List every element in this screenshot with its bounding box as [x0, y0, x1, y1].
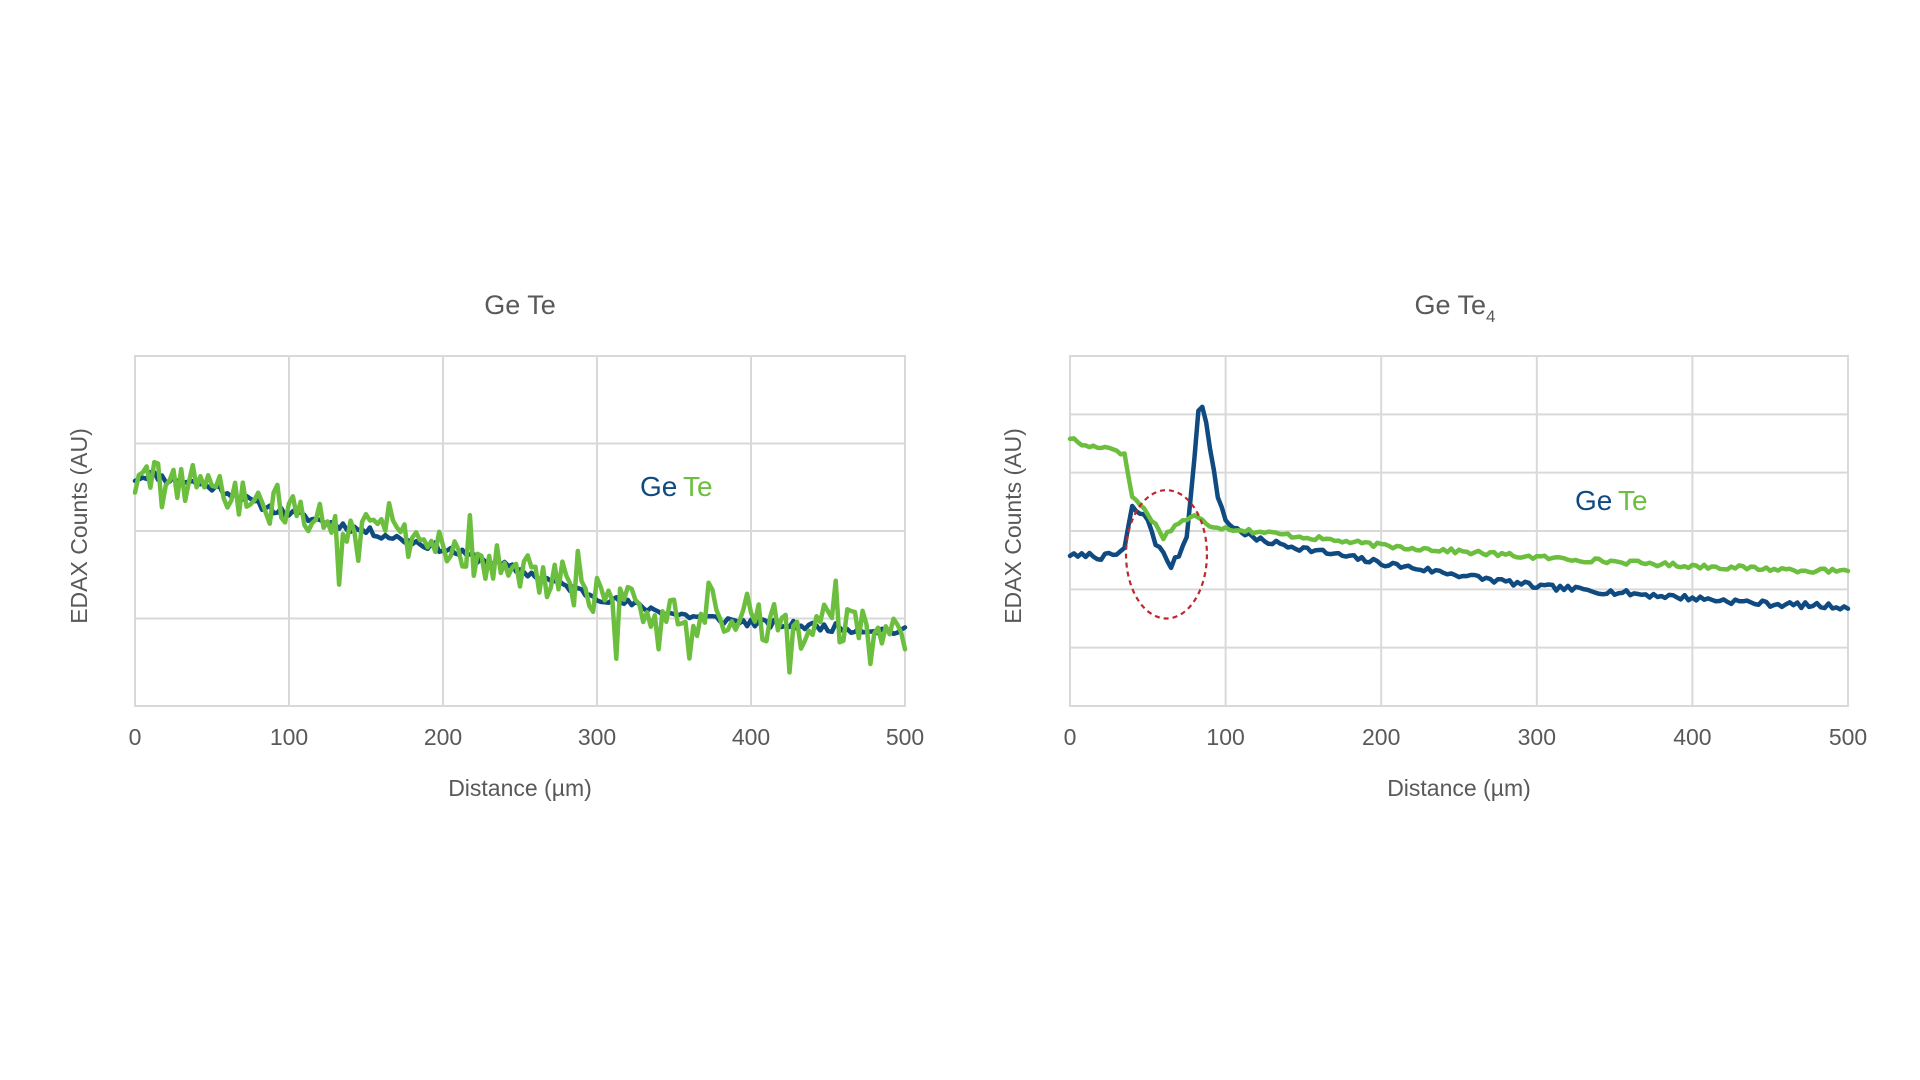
x-tick-label: 400: [1673, 724, 1711, 750]
legend-ge: Ge: [1575, 485, 1612, 516]
x-tick-label: 100: [270, 724, 308, 750]
x-tick-label: 500: [886, 724, 924, 750]
x-tick-label: 0: [1064, 724, 1077, 750]
x-tick-label: 300: [1518, 724, 1556, 750]
x-tick-label: 400: [732, 724, 770, 750]
x-tick-label: 0: [129, 724, 142, 750]
x-tick-labels: 0 100 200 300 400 500: [1064, 724, 1868, 750]
chart-title: Ge Te: [484, 290, 556, 320]
chart-ge-te4: Ge Te4 0 100 200 300 400 500 Ge Te Distance (…: [1000, 290, 1867, 801]
chart-ge-te: Ge Te 0 100 200 300 400 500 Ge Te Distance (µ…: [66, 290, 924, 801]
x-axis-label: Distance (µm): [1387, 775, 1531, 801]
x-tick-label: 500: [1829, 724, 1867, 750]
series-group: [1067, 404, 1851, 612]
series-line-te: [1067, 436, 1851, 575]
legend-te: Te: [1618, 485, 1648, 516]
series-line-ge: [1067, 404, 1851, 612]
x-tick-label: 300: [578, 724, 616, 750]
x-tick-labels: 0 100 200 300 400 500: [129, 724, 925, 750]
highlight-ellipse: [1124, 489, 1209, 620]
plot-frame: [134, 355, 906, 707]
plot-frame: [1069, 355, 1849, 707]
chart-title-main: Ge Te: [1414, 290, 1486, 320]
series-line-te: [132, 459, 908, 675]
y-axis-label: EDAX Counts (AU): [66, 428, 92, 624]
x-tick-label: 200: [424, 724, 462, 750]
x-tick-label: 100: [1206, 724, 1244, 750]
chart-title: Ge Te4: [1414, 290, 1495, 326]
y-axis-label: EDAX Counts (AU): [1000, 428, 1026, 624]
x-tick-label: 200: [1362, 724, 1400, 750]
legend-ge: Ge: [640, 471, 677, 502]
legend-te: Te: [683, 471, 713, 502]
x-axis-label: Distance (µm): [448, 775, 592, 801]
chart-title-subscript: 4: [1486, 307, 1495, 326]
series-line-ge: [132, 469, 908, 637]
series-group: [132, 459, 908, 675]
